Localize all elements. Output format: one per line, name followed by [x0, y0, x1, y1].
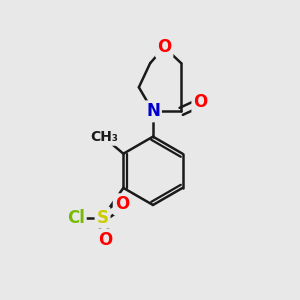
Text: CH₃: CH₃ [90, 130, 118, 144]
Text: O: O [194, 93, 208, 111]
Text: S: S [97, 208, 109, 226]
Text: N: N [146, 102, 160, 120]
Text: O: O [115, 195, 129, 213]
Text: Cl: Cl [67, 208, 85, 226]
Text: O: O [157, 38, 171, 56]
Text: O: O [98, 231, 113, 249]
